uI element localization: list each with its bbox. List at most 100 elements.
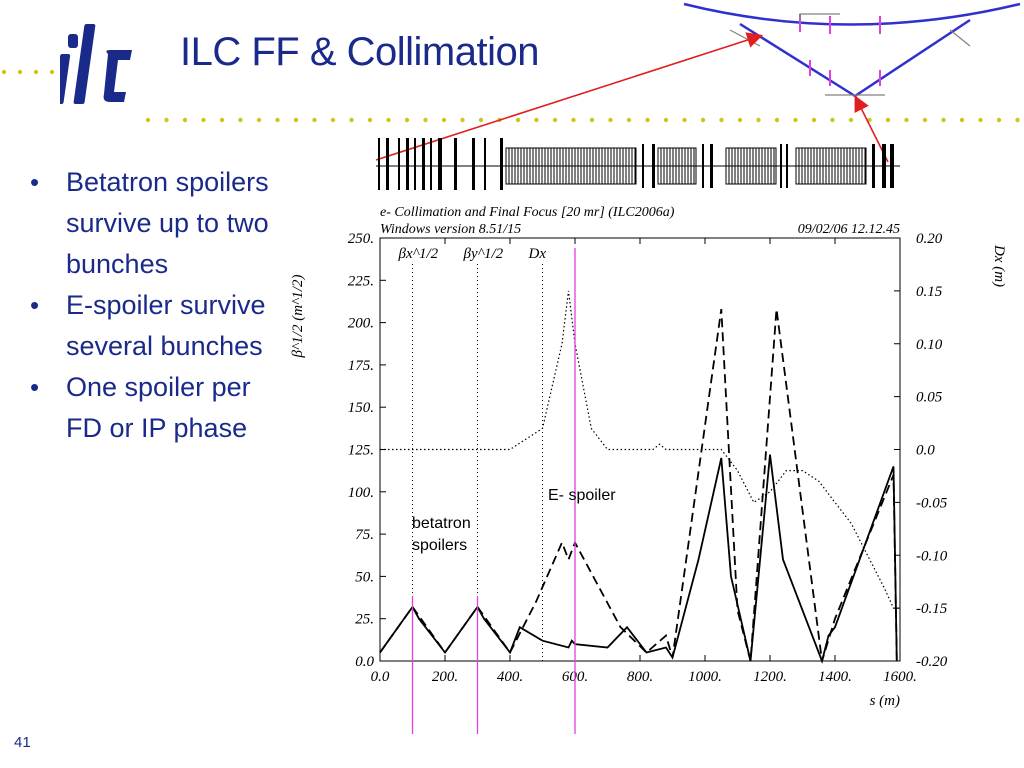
decor-dot [478,117,484,123]
ilc-logo [60,24,132,104]
y-tick-label-left: 150. [348,400,374,416]
lattice-element [430,138,432,190]
decor-dot [460,117,465,123]
legend-entry: Dx [528,246,547,262]
lattice-element [652,144,655,188]
decor-dot [589,117,595,123]
decor-dot [386,117,391,123]
lattice-element [422,138,425,190]
y-tick-label-right: -0.10 [916,548,948,564]
decor-dot [848,117,854,123]
lattice-element [702,144,704,188]
bullet-list: Betatron spoilers survive up to two bunc… [28,162,288,449]
decor-dot [885,117,891,123]
lattice-element-bar [376,138,900,190]
lattice-element [882,144,886,188]
y-tick-label-left: 50. [355,569,374,585]
decor-dot [978,117,983,123]
decor-dot [404,117,410,123]
series-line-2 [380,290,900,609]
decor-dot [682,117,687,123]
chart-header-line1: e- Collimation and Final Focus [20 mr] (… [380,205,675,220]
y-tick-label-right: -0.05 [916,495,948,511]
y-tick-label-left: 200. [348,316,374,332]
legend-entry: βx^1/2 [398,246,439,262]
lattice-block-frame [657,147,697,185]
y-tick-label-right: 0.0 [916,443,935,459]
decor-dot [182,117,188,123]
decor-dot [201,117,206,123]
decor-dot [349,117,354,123]
decor-dot [293,117,299,123]
lattice-element [710,144,713,188]
bullet-item: One spoiler per FD or IP phase [28,367,288,449]
decor-dot [608,117,613,123]
series-line-1 [379,308,898,662]
x-tick-label: 400. [497,669,523,685]
decor-dot [515,117,521,123]
lattice-element [454,138,457,190]
y-tick-label-left: 225. [348,273,374,289]
decor-dot [219,117,225,123]
x-tick-label: 0.0 [371,669,390,685]
decor-dot [663,117,669,123]
decor-dot [256,117,262,123]
decor-dot [959,117,965,123]
decor-dot [312,117,317,123]
y-axis-label-right: Dx (m) [991,244,1007,287]
decor-dot [996,117,1002,123]
lattice-element [484,138,486,190]
lattice-element [786,144,788,188]
slide-title: ILC FF & Collimation [180,30,539,74]
page-number: 41 [14,734,31,751]
lattice-block-frame [795,147,867,185]
decor-dot [626,117,632,123]
decor-dot [164,117,169,123]
y-tick-label-right: 0.10 [916,337,943,353]
decor-dot [552,117,558,123]
decor-dot [534,117,539,123]
decor-dot [774,117,780,123]
decor-dot [145,117,151,123]
y-tick-label-left: 175. [348,358,374,374]
lattice-element [398,138,400,190]
lattice-element [872,144,875,188]
x-tick-label: 800. [627,669,653,685]
decor-dot [756,117,761,123]
decor-dot [367,117,373,123]
decor-dot [330,117,336,123]
decor-dot [441,117,447,123]
lattice-element [780,144,782,188]
bullet-item: E-spoiler survive several bunches [28,285,288,367]
decorative-dot-band [1,69,1020,123]
lattice-element [890,144,894,188]
optics-chart: e- Collimation and Final Focus [20 mr] (… [290,205,1007,734]
lattice-element [642,144,644,188]
y-tick-label-right: 0.05 [916,390,943,406]
decor-dot [700,117,706,123]
decor-dot [830,117,835,123]
lattice-element [500,138,503,190]
x-tick-label: 1000. [688,669,722,685]
x-tick-label: 200. [432,669,458,685]
y-tick-label-right: -0.20 [916,654,948,670]
y-tick-label-left: 125. [348,443,374,459]
lattice-element [438,138,442,190]
decor-dot [645,117,650,123]
y-axis-label-left: β^1/2 (m^1/2) [290,274,306,358]
decor-dot [571,117,576,123]
annotation-betatron-spoilers: betatron spoilers [412,515,471,554]
decor-dot [793,117,798,123]
x-tick-label: 1200. [753,669,787,685]
y-tick-label-right: 0.20 [916,231,943,247]
x-tick-label: 1600. [883,669,917,685]
y-tick-label-right: 0.15 [916,284,943,300]
decor-dot [238,117,243,123]
x-tick-label: 1400. [818,669,852,685]
decor-dot [1015,117,1020,123]
y-tick-label-left: 75. [355,527,374,543]
beamline-arc-upper [683,2,1021,26]
decor-dot [275,117,280,123]
lattice-block-frame [725,147,777,185]
y-tick-label-left: 100. [348,485,374,501]
